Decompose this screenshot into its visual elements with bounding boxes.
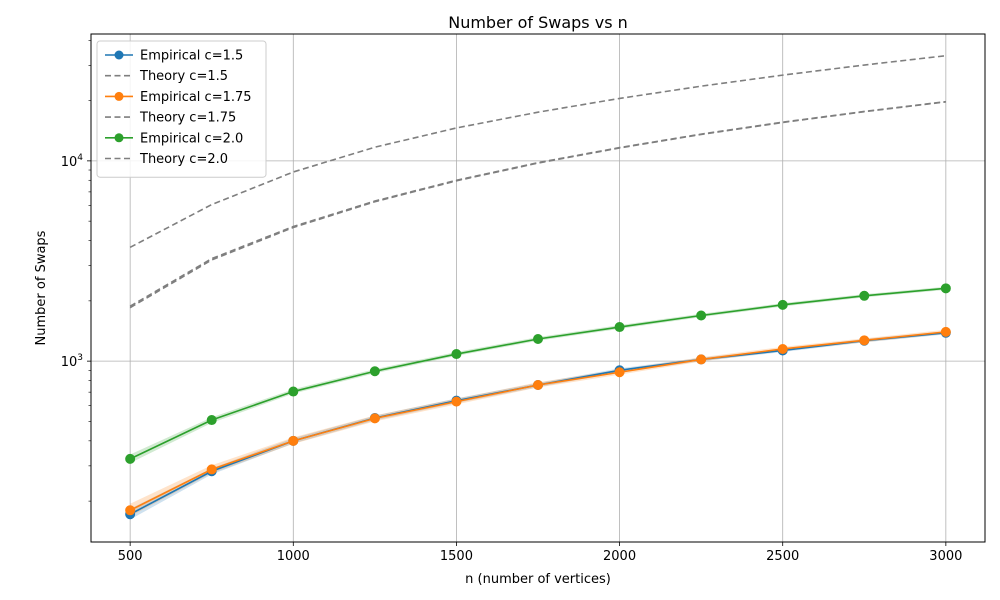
data-point: [614, 367, 625, 378]
data-point: [206, 415, 217, 426]
data-point: [288, 386, 299, 397]
legend-label: Empirical c=1.75: [140, 90, 252, 105]
tick-layer: 500 1000 1500 2000 2500 3000 103 104: [61, 39, 962, 564]
data-point: [369, 366, 380, 377]
data-point: [696, 354, 707, 365]
legend-marker: [114, 50, 124, 60]
x-tick-label: 3000: [929, 549, 962, 564]
legend-label: Theory c=1.5: [139, 69, 228, 84]
y-tick-label: 103: [61, 353, 83, 370]
data-point: [533, 380, 543, 391]
data-point: [940, 283, 951, 294]
x-tick-label: 2500: [766, 549, 799, 564]
data-point: [614, 322, 625, 333]
theory-line: [129, 54, 946, 249]
legend-label: Empirical c=1.5: [140, 49, 243, 64]
x-tick-label: 1500: [440, 549, 473, 564]
data-point: [940, 326, 951, 337]
data-point: [125, 505, 136, 516]
y-axis-label: Number of Swaps: [34, 230, 49, 345]
data-point: [451, 349, 462, 360]
data-point: [206, 464, 217, 475]
legend-marker: [114, 133, 124, 143]
data-point: [451, 396, 462, 407]
data-point: [696, 310, 707, 321]
series-layer: [125, 54, 951, 520]
x-axis-label: n (number of vertices): [465, 572, 611, 587]
x-tick-label: 500: [118, 549, 143, 564]
data-point: [533, 333, 543, 344]
data-point: [859, 335, 870, 346]
data-point: [125, 453, 136, 464]
legend-label: Theory c=1.75: [139, 111, 236, 126]
data-point: [777, 343, 788, 354]
chart-title: Number of Swaps vs n: [448, 13, 628, 32]
theory-line: [129, 100, 946, 307]
legend: Empirical c=1.5 Theory c=1.5 Empirical c=1…: [96, 40, 267, 178]
theory-line: [129, 101, 946, 309]
data-point: [369, 413, 380, 424]
data-point: [777, 299, 788, 310]
legend-label: Theory c=2.0: [139, 152, 228, 167]
legend-label: Empirical c=2.0: [140, 131, 243, 146]
legend-box: [96, 40, 267, 178]
data-point: [288, 435, 299, 446]
x-tick-label: 2000: [603, 549, 636, 564]
legend-marker: [114, 91, 124, 101]
data-point: [859, 290, 870, 301]
plot-frame: [90, 33, 986, 543]
x-tick-label: 1000: [277, 549, 310, 564]
y-tick-label: 104: [61, 153, 84, 170]
